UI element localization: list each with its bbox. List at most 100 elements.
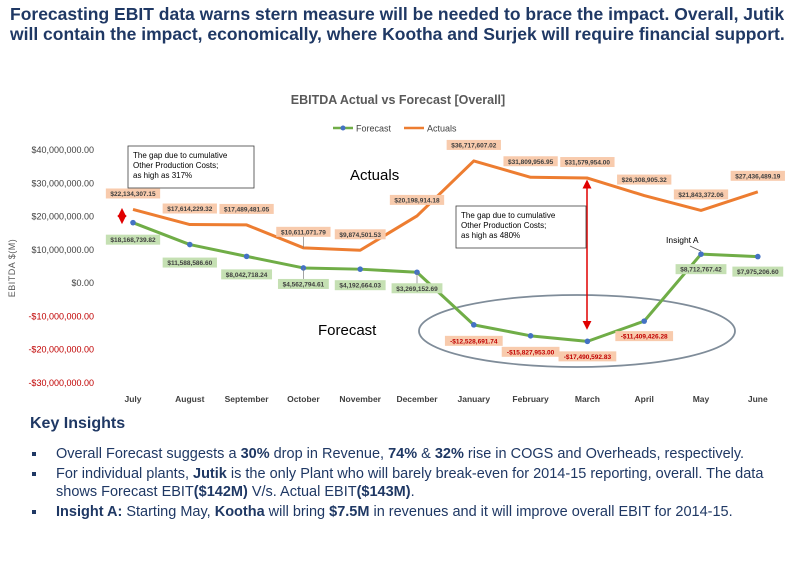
svg-text:The gap due to cumulative: The gap due to cumulative (461, 211, 556, 220)
forecast-annotation: Forecast (318, 322, 377, 339)
insight-item: For individual plants, Jutik is the only… (30, 465, 780, 501)
forecast-data-label: -$17,490,592.83 (558, 351, 617, 362)
forecast-data-label: $4,192,664.03 (334, 280, 386, 291)
svg-text:$31,809,956.95: $31,809,956.95 (508, 159, 554, 166)
forecast-point (243, 253, 250, 260)
forecast-data-label: $11,588,586.60 (162, 257, 217, 268)
forecast-line (132, 221, 758, 343)
y-tick-label: $20,000,000.00 (31, 212, 94, 222)
y-tick-label: $0.00 (71, 278, 94, 288)
svg-text:$10,611,071.79: $10,611,071.79 (281, 229, 326, 236)
x-tick-label: June (748, 394, 768, 404)
forecast-data-label: -$15,827,953.00 (501, 346, 560, 357)
actuals-data-label: $9,874,501.53 (334, 229, 386, 240)
insight-a-annotation: Insight A (666, 235, 702, 252)
svg-text:$7,975,206.60: $7,975,206.60 (737, 269, 779, 276)
x-tick-label: September (225, 394, 270, 404)
svg-text:$4,192,664.03: $4,192,664.03 (339, 283, 381, 290)
key-insights-title: Key Insights (30, 415, 126, 432)
y-tick-label: -$30,000,000.00 (28, 378, 94, 388)
svg-text:$8,042,718.24: $8,042,718.24 (226, 272, 268, 279)
chart-title: EBITDA Actual vs Forecast [Overall] (291, 93, 505, 107)
y-tick-label: $40,000,000.00 (31, 145, 94, 155)
forecast-point (357, 266, 364, 272)
actuals-data-label: $26,308,905.32 (617, 174, 672, 185)
y-tick-label: -$20,000,000.00 (28, 345, 94, 355)
actuals-data-label: $31,579,954.00 (560, 157, 615, 168)
forecast-dip-ellipse (418, 294, 736, 368)
y-tick-label: -$10,000,000.00 (28, 311, 94, 321)
svg-text:-$17,490,592.83: -$17,490,592.83 (564, 354, 612, 361)
svg-text:$11,588,586.60: $11,588,586.60 (167, 260, 212, 267)
y-tick-label: $30,000,000.00 (31, 178, 94, 188)
x-tick-label: March (575, 394, 600, 404)
key-insights-list: Overall Forecast suggests a 30% drop in … (30, 445, 780, 523)
svg-text:$20,198,914.18: $20,198,914.18 (394, 197, 440, 204)
ebitda-line-chart: $22,134,307.15 $17,614,229.32 $17,489,481.… (7, 93, 785, 404)
svg-text:The gap due to cumulative: The gap due to cumulative (133, 151, 228, 160)
x-tick-label: October (287, 394, 320, 404)
actuals-data-label: $22,134,307.15 (105, 188, 161, 199)
forecast-point (130, 219, 136, 226)
x-tick-label: December (396, 394, 438, 404)
forecast-point (698, 251, 704, 257)
chart-legend: Forecast Actuals (333, 124, 457, 134)
y-tick-label: $10,000,000.00 (31, 245, 94, 255)
svg-text:Other Production Costs;: Other Production Costs; (461, 221, 546, 230)
svg-text:$22,134,307.15: $22,134,307.15 (110, 191, 156, 198)
forecast-point (527, 333, 534, 339)
chart-axes: EBITDA Actual vs Forecast [Overall] Forec… (7, 93, 768, 404)
forecast-data-label: -$12,528,691.74 (444, 335, 503, 346)
forecast-data-label: $4,562,794.61 (277, 267, 329, 289)
insight-item: Overall Forecast suggests a 30% drop in … (30, 445, 780, 463)
actuals-data-label: $10,611,071.79 (276, 226, 331, 248)
svg-text:$31,579,954.00: $31,579,954.00 (565, 160, 611, 167)
actuals-data-label: $36,717,607.02 (446, 139, 501, 150)
svg-text:$18,168,739.82: $18,168,739.82 (110, 237, 156, 244)
actuals-data-label: $21,843,372.06 (673, 189, 729, 200)
forecast-point (471, 322, 477, 328)
svg-text:Other Production Costs;: Other Production Costs; (133, 161, 218, 170)
svg-text:$26,308,905.32: $26,308,905.32 (622, 177, 668, 184)
forecast-data-label: $3,269,152.69 (391, 272, 443, 294)
x-tick-label: August (175, 394, 204, 404)
x-tick-label: November (339, 394, 381, 404)
x-tick-label: January (457, 394, 490, 404)
legend-actuals-label: Actuals (427, 124, 457, 134)
svg-text:$9,874,501.53: $9,874,501.53 (339, 232, 381, 239)
svg-text:$17,489,481.05: $17,489,481.05 (224, 206, 270, 213)
svg-text:as high as 480%: as high as 480% (461, 231, 520, 240)
svg-text:$27,436,489.19: $27,436,489.19 (735, 173, 781, 180)
forecast-data-label: $18,168,739.82 (105, 234, 161, 245)
x-tick-label: April (635, 394, 654, 404)
forecast-data-label: $8,712,767.42 (675, 264, 727, 275)
insight-item: Insight A: Starting May, Kootha will bri… (30, 503, 780, 521)
forecast-point (755, 253, 761, 260)
svg-text:-$11,409,426.28: -$11,409,426.28 (621, 334, 668, 341)
forecast-point (187, 241, 193, 248)
actuals-line (132, 159, 759, 252)
actuals-data-label: $17,489,481.05 (219, 203, 274, 214)
actuals-data-label: $27,436,489.19 (730, 170, 785, 181)
chart-annotations-back (117, 179, 736, 368)
actuals-data-label: $17,614,229.32 (162, 203, 217, 214)
legend-forecast-marker (340, 125, 346, 131)
svg-text:as high as 317%: as high as 317% (133, 171, 192, 180)
svg-text:$17,614,229.32: $17,614,229.32 (167, 206, 213, 213)
svg-text:$3,269,152.69: $3,269,152.69 (396, 286, 438, 293)
data-labels: $22,134,307.15 $17,614,229.32 $17,489,481.… (105, 139, 785, 362)
svg-text:-$15,827,953.00: -$15,827,953.00 (507, 349, 555, 356)
actuals-data-label: $31,809,956.95 (503, 156, 558, 167)
legend-forecast-label: Forecast (356, 124, 392, 134)
headline: Forecasting EBIT data warns stern measur… (10, 4, 785, 44)
svg-text:$36,717,607.02: $36,717,607.02 (451, 142, 497, 149)
svg-text:-$12,528,691.74: -$12,528,691.74 (450, 338, 498, 345)
svg-text:$4,562,794.61: $4,562,794.61 (283, 281, 325, 288)
forecast-point (641, 318, 647, 324)
actuals-data-label: $20,198,914.18 (389, 194, 445, 205)
y-axis-label: EBITDA $(M) (7, 239, 17, 298)
svg-text:Insight A: Insight A (666, 235, 699, 245)
actuals-annotation: Actuals (350, 167, 399, 184)
